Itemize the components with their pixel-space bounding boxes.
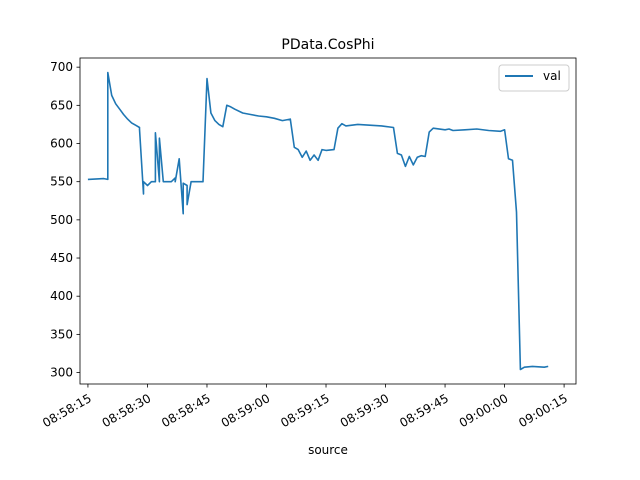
y-tick-label: 650 bbox=[50, 98, 73, 112]
y-tick-label: 300 bbox=[50, 366, 73, 380]
y-tick-label: 450 bbox=[50, 251, 73, 265]
plot-frame bbox=[79, 57, 577, 385]
plot-area bbox=[80, 58, 576, 384]
x-axis-label: source bbox=[308, 443, 348, 457]
y-tick-label: 550 bbox=[50, 175, 73, 189]
series-line-val bbox=[87, 71, 549, 371]
legend-box bbox=[498, 64, 570, 92]
y-tick-label: 400 bbox=[50, 289, 73, 303]
legend: val bbox=[498, 64, 570, 92]
y-tick-label: 600 bbox=[50, 137, 73, 151]
y-tick-label: 350 bbox=[50, 327, 73, 341]
y-tick-label: 700 bbox=[50, 60, 73, 74]
legend-label: val bbox=[543, 69, 561, 83]
y-axis-ticks: 300 350 400 450 500 550 600 650 700 bbox=[50, 60, 80, 380]
chart-title: PData.CosPhi bbox=[281, 37, 374, 53]
y-tick-label: 500 bbox=[50, 213, 73, 227]
series-layer bbox=[87, 71, 549, 371]
